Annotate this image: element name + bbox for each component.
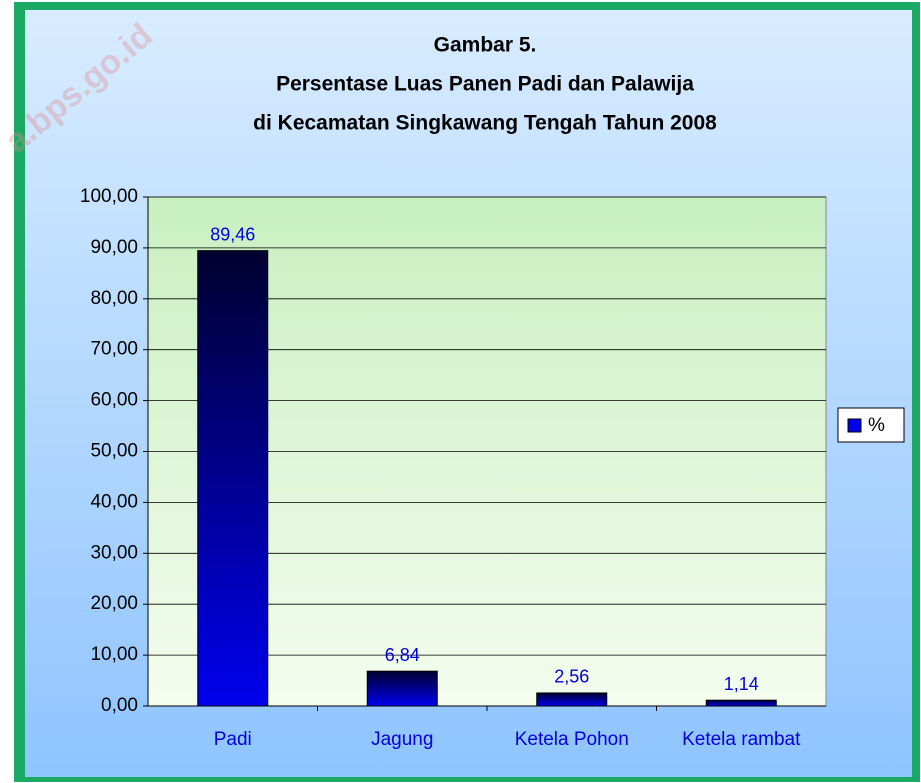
value-label: 89,46 xyxy=(210,224,255,244)
y-tick-label: 70,00 xyxy=(90,339,138,360)
y-tick-label: 10,00 xyxy=(90,644,138,665)
y-tick-label: 30,00 xyxy=(90,542,138,563)
y-tick-label: 60,00 xyxy=(90,390,138,411)
legend-swatch xyxy=(847,418,862,433)
x-tick-label: Jagung xyxy=(371,729,433,750)
y-tick-label: 40,00 xyxy=(90,491,138,512)
legend-label: % xyxy=(868,415,885,436)
bar xyxy=(197,250,269,707)
x-tick-label: Ketela rambat xyxy=(682,729,801,750)
value-label: 6,84 xyxy=(385,645,420,665)
y-tick-label: 0,00 xyxy=(101,695,138,716)
bar xyxy=(536,692,608,707)
y-tick-label: 90,00 xyxy=(90,237,138,258)
y-tick-label: 50,00 xyxy=(90,441,138,462)
y-tick-label: 80,00 xyxy=(90,288,138,309)
bar xyxy=(366,670,438,707)
y-tick-label: 100,00 xyxy=(80,186,138,207)
chart-title: Gambar 5. xyxy=(434,34,537,57)
value-label: 1,14 xyxy=(724,674,759,694)
chart-title: Persentase Luas Panen Padi dan Palawija xyxy=(276,73,694,96)
chart-title: di Kecamatan Singkawang Tengah Tahun 200… xyxy=(253,112,717,135)
x-tick-label: Padi xyxy=(214,729,252,750)
y-tick-label: 20,00 xyxy=(90,593,138,614)
x-tick-label: Ketela Pohon xyxy=(515,729,629,750)
bar xyxy=(705,699,777,707)
value-label: 2,56 xyxy=(554,667,589,687)
